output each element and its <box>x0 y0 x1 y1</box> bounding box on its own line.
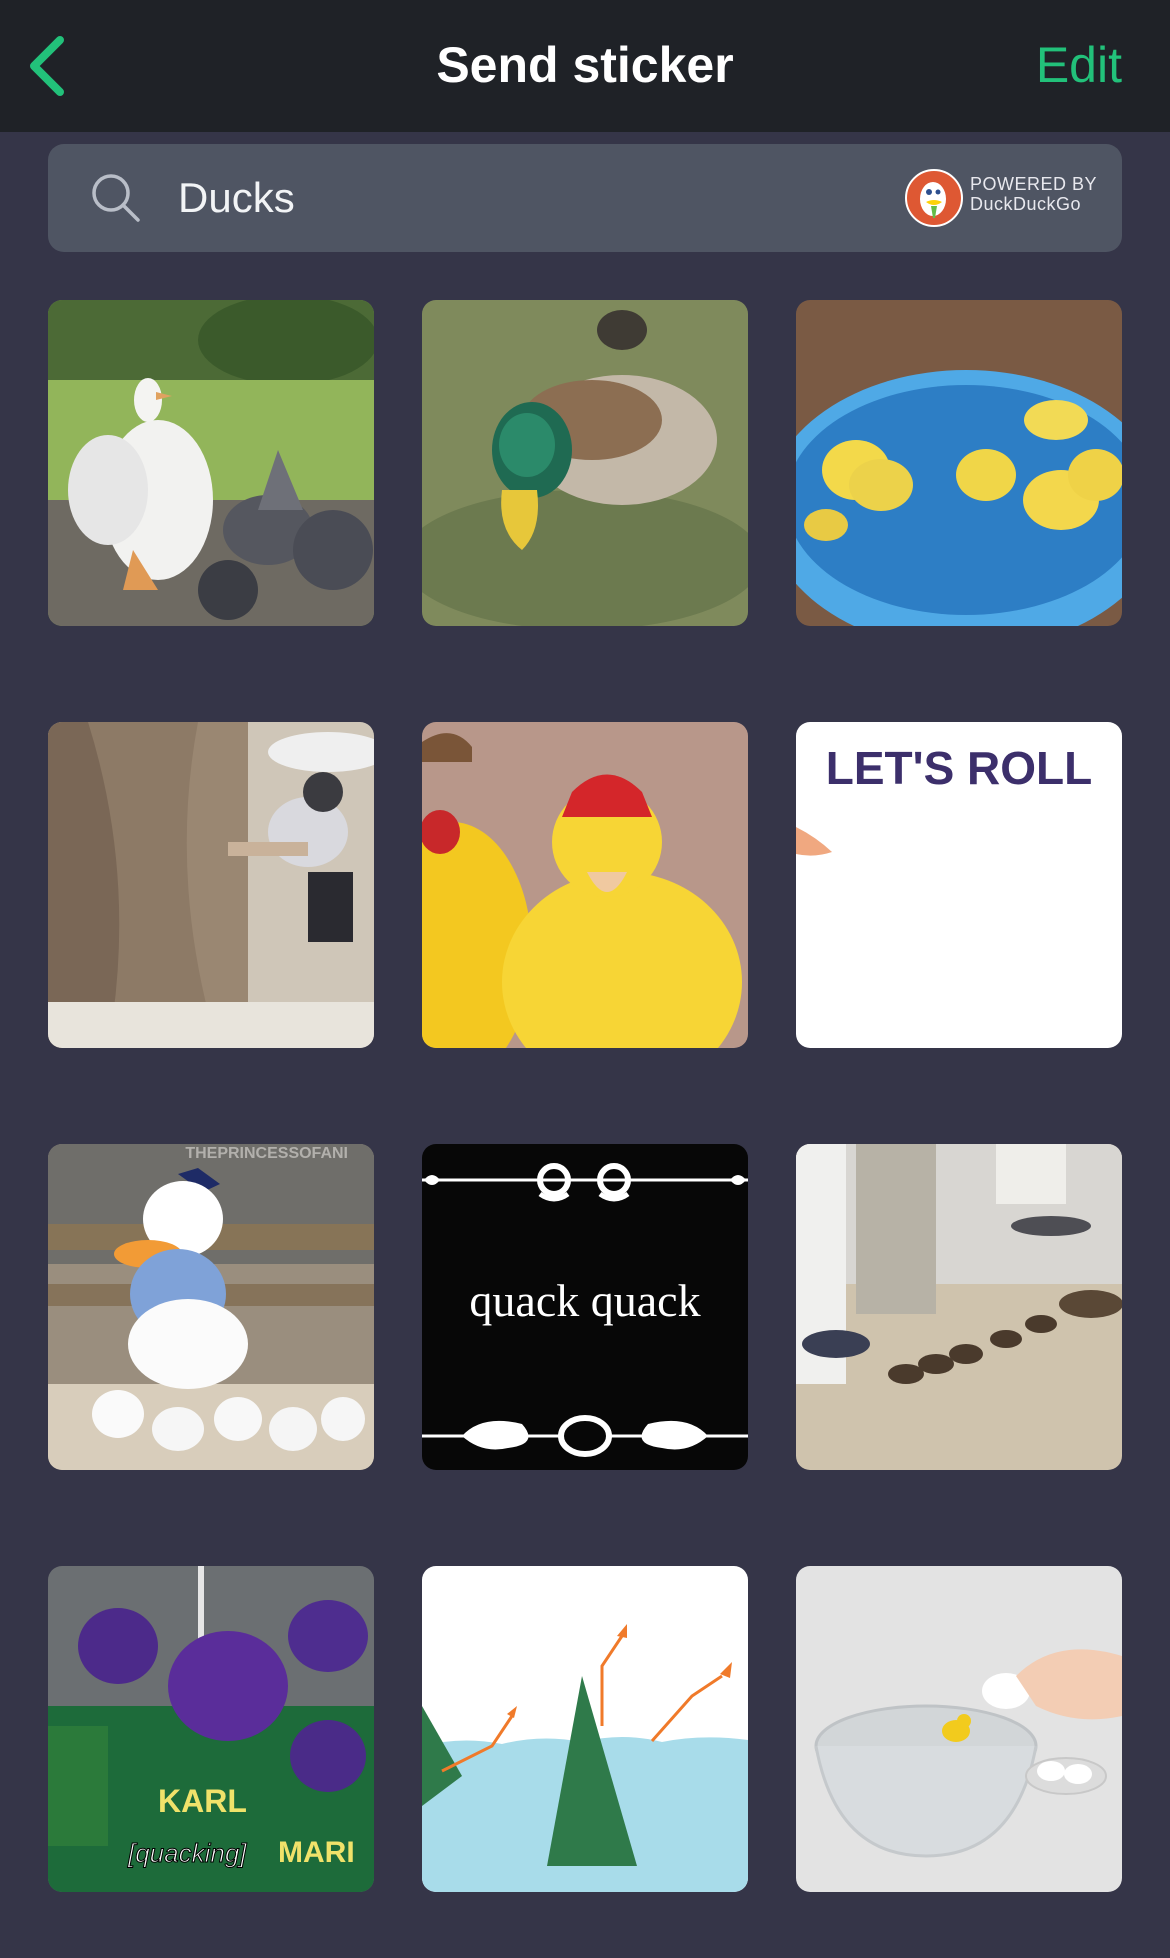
powered-by-label: POWERED BY DuckDuckGo <box>970 174 1097 214</box>
sticker-hockey-quacking[interactable]: KARL MARI [quacking] <box>48 1566 374 1892</box>
sticker-ducklings-with-hats[interactable] <box>422 722 748 1048</box>
sticker-tree-push[interactable] <box>48 722 374 1048</box>
edit-button[interactable]: Edit <box>1035 37 1122 93</box>
navigation-bar: Send sticker Edit <box>0 0 1170 132</box>
page-title: Send sticker <box>436 37 734 93</box>
sticker-donald-duck-ducklings[interactable]: THEPRINCESSOFANI <box>48 1144 374 1470</box>
sticker-watermark-text: THEPRINCESSOFANI <box>185 1145 348 1162</box>
duckduckgo-logo <box>905 169 963 227</box>
search-bar[interactable]: POWERED BY DuckDuckGo <box>48 144 1122 252</box>
sticker-quack-quack[interactable]: quack quack <box>422 1144 748 1470</box>
chevron-left-icon[interactable] <box>14 26 86 106</box>
sticker-mallard-drinking[interactable] <box>422 300 748 626</box>
sticker-ducklings-walking[interactable] <box>796 1144 1122 1470</box>
sticker-quack-quack-text: quack quack <box>469 1275 700 1326</box>
sticker-white-goose-pigeons[interactable] <box>48 300 374 626</box>
sticker-rubber-duck-bowl[interactable] <box>796 1566 1122 1892</box>
sticker-jersey-text-1: KARL <box>158 1783 247 1819</box>
sticker-jersey-text-2: MARI <box>278 1836 355 1869</box>
powered-by-line1: POWERED BY <box>970 174 1098 194</box>
sticker-lets-roll[interactable]: LET'S ROLL <box>796 722 1122 1048</box>
sticker-quacking-caption: [quacking] <box>127 1838 247 1868</box>
search-input[interactable] <box>168 164 818 232</box>
search-icon <box>92 174 140 222</box>
sticker-lets-roll-text: LET'S ROLL <box>826 742 1092 794</box>
sticker-ducklings-in-pool[interactable] <box>796 300 1122 626</box>
sticker-cartoon-water[interactable] <box>422 1566 748 1892</box>
powered-by-line2: DuckDuckGo <box>970 194 1082 214</box>
sticker-grid: LET'S ROLL THEPRINCESSOFANI <box>48 300 1122 1892</box>
